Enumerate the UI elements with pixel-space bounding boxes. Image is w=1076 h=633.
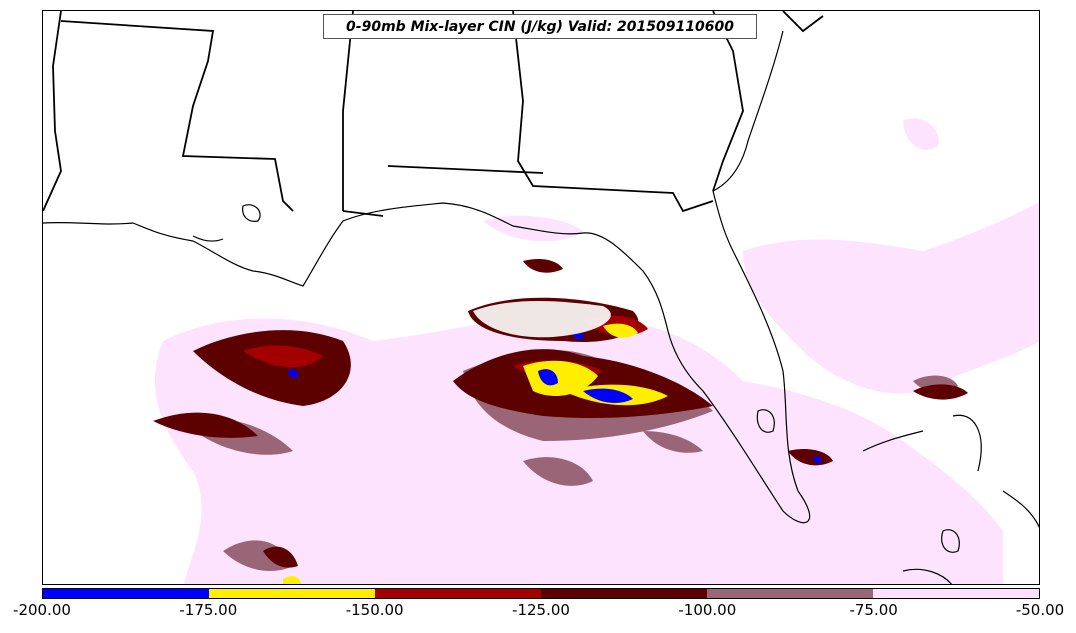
colorbar-segment (707, 589, 873, 598)
colorbar-tick-label: -75.00 (849, 601, 898, 619)
colorbar-segment (375, 589, 541, 598)
colorbar-segment (209, 589, 375, 598)
colorbar-segment (541, 589, 707, 598)
coastline (43, 30, 1039, 584)
colorbar-tick-label: -200.00 (13, 601, 71, 619)
colorbar-tick-label: -125.00 (512, 601, 570, 619)
colorbar-tick-label: -175.00 (179, 601, 238, 619)
cin-field-blue (288, 331, 822, 464)
colorbar-segment (873, 589, 1039, 598)
colorbar-segment (43, 589, 209, 598)
colorbar-tick-label: -150.00 (345, 601, 404, 619)
map-title: 0-90mb Mix-layer CIN (J/kg) Valid: 20150… (323, 14, 757, 39)
map-frame (42, 10, 1040, 585)
state-boundaries (43, 11, 824, 217)
map-canvas (43, 11, 1039, 584)
clear-area (473, 301, 611, 338)
colorbar (42, 588, 1040, 599)
colorbar-tick-label: -50.00 (1015, 601, 1065, 619)
colorbar-tick-label: -100.00 (678, 601, 737, 619)
